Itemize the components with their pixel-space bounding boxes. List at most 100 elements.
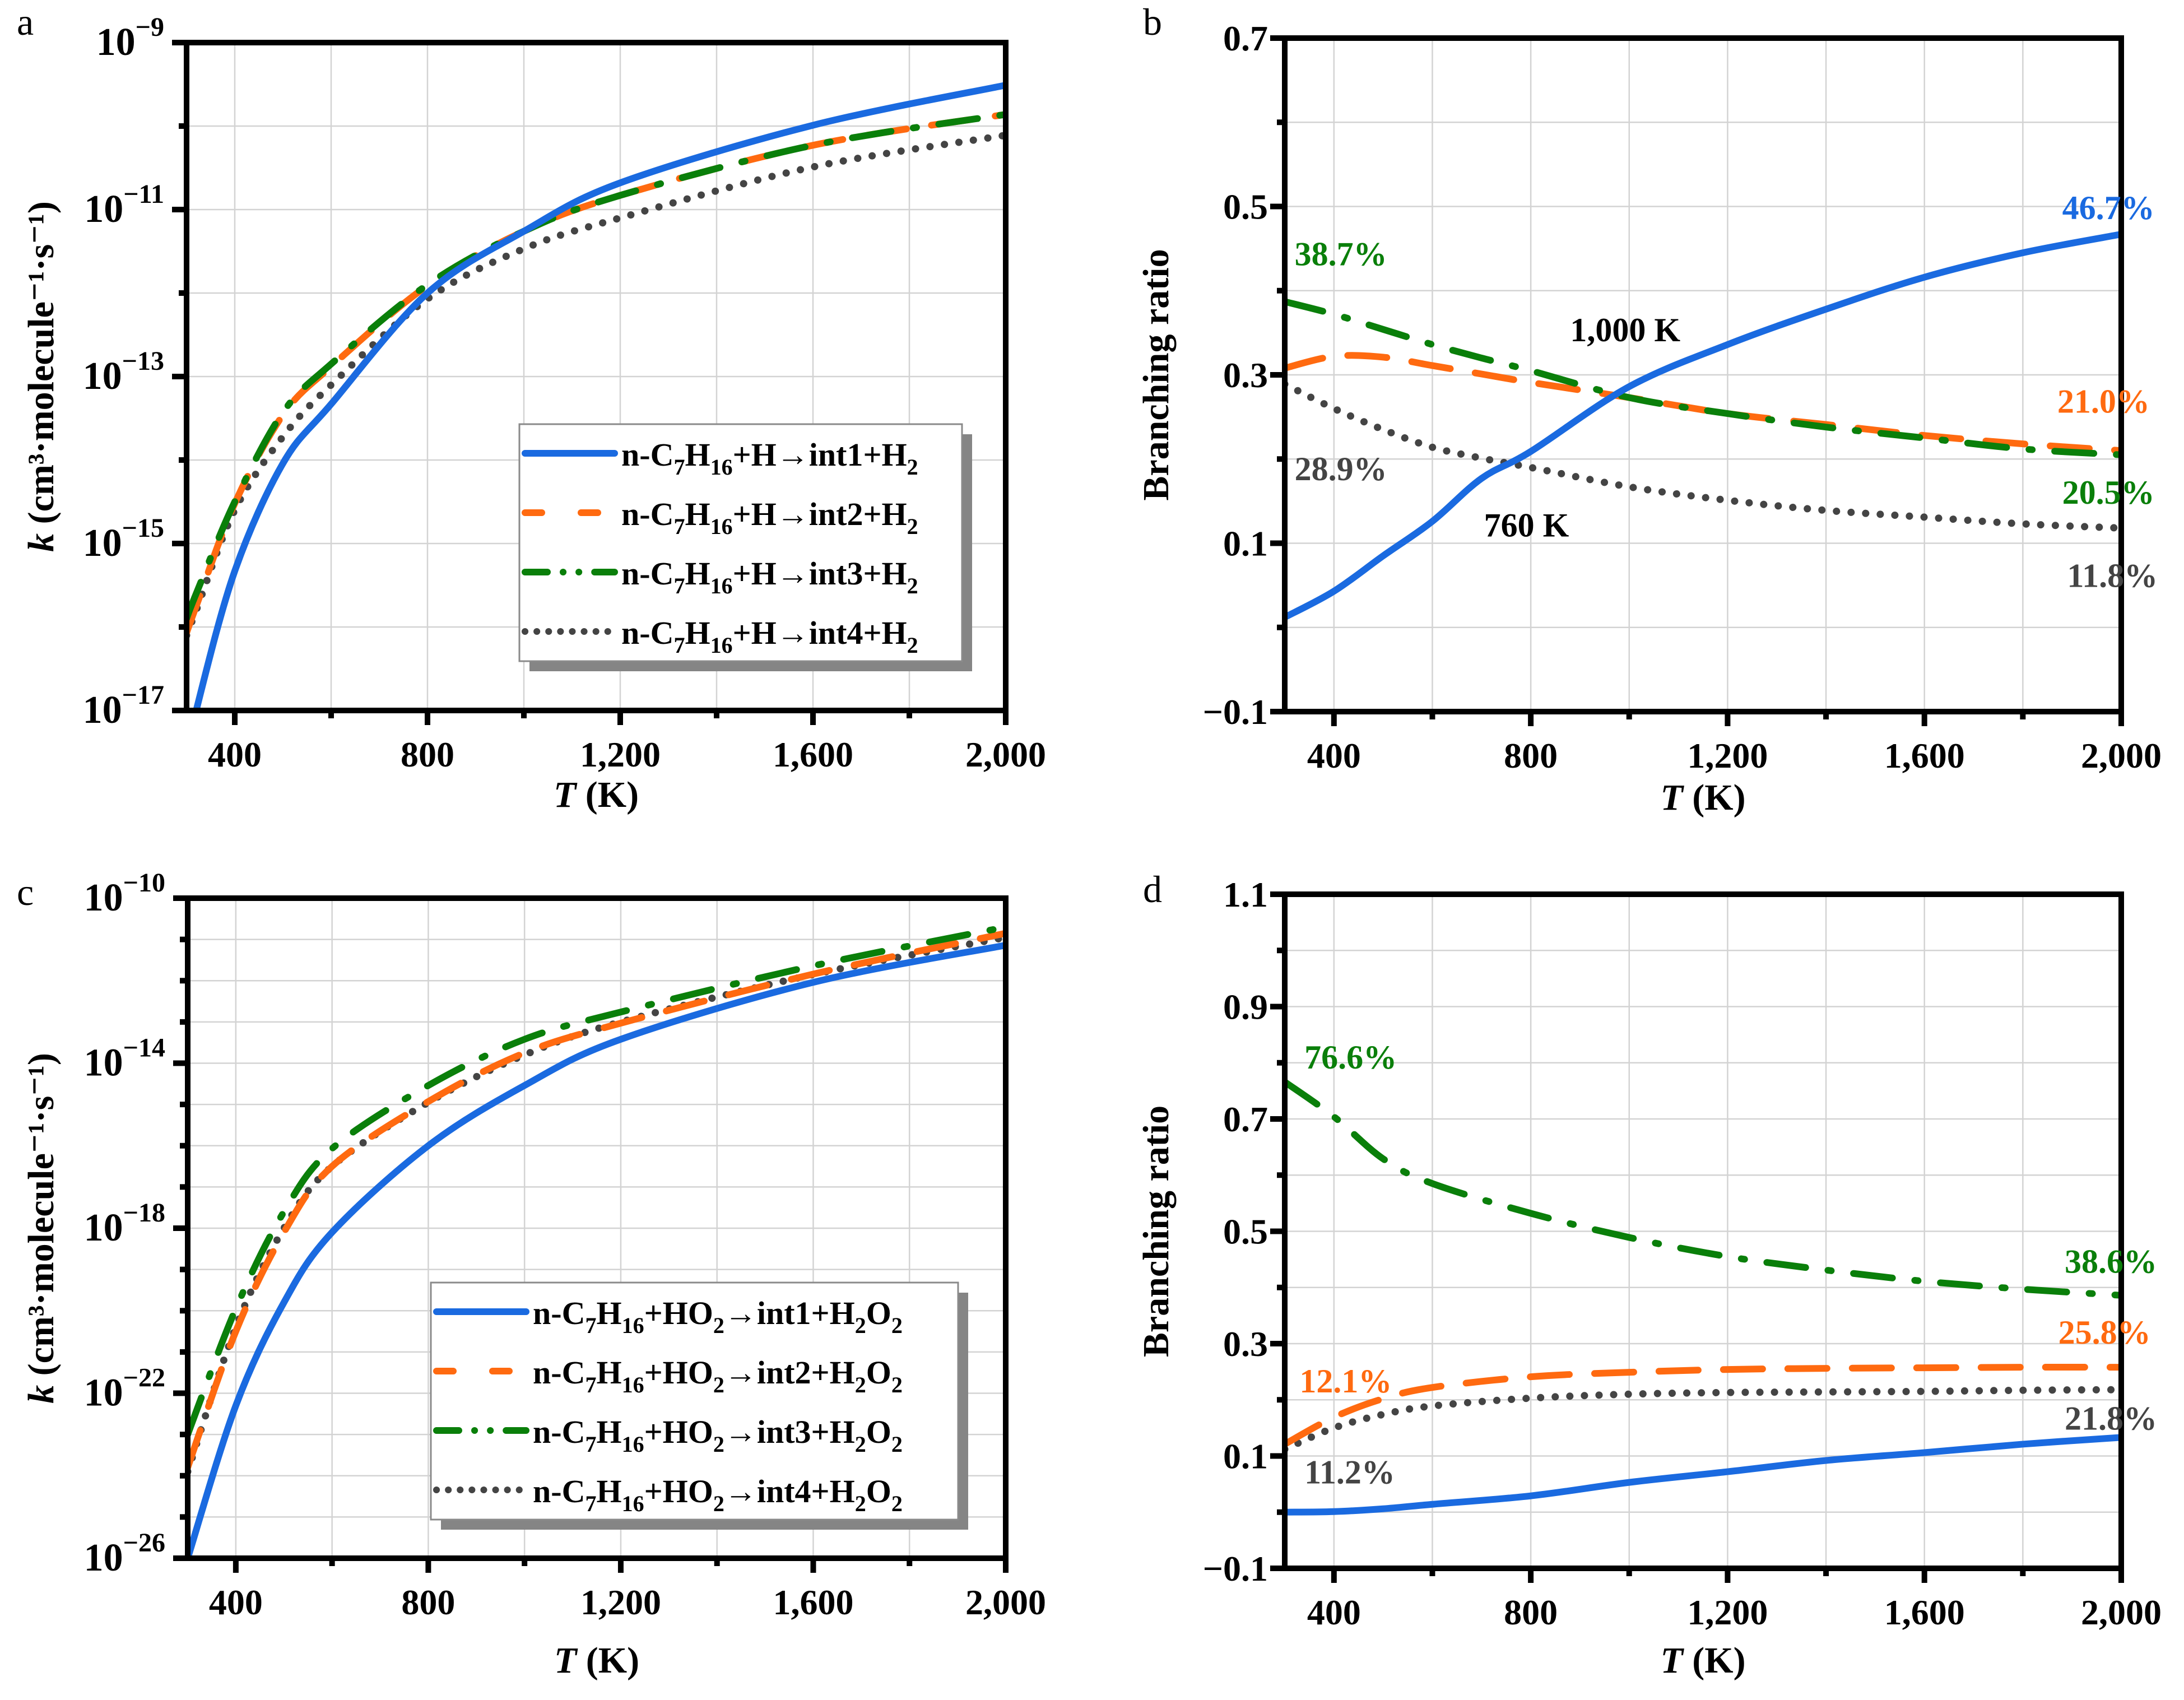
y-tick-label: 10−10 xyxy=(84,868,165,919)
legend-item-int3: n-C7H16+HO2→int3+H2O2 xyxy=(433,1414,903,1457)
annotation-label: 25.8% xyxy=(2058,1314,2151,1351)
panel-a-rate-constants-h: 400 800 1,200 1,600 2,000 10−9 10−11 10−13 10−15… xyxy=(17,1,1046,815)
grid xyxy=(1285,894,2121,1568)
annotation-label: 11.8% xyxy=(2067,558,2158,594)
annotation-label: 11.2% xyxy=(1304,1454,1395,1491)
y-tick-label: 10−15 xyxy=(83,513,164,565)
x-tick-label: 1,200 xyxy=(580,1582,661,1622)
legend-item-int1: n-C7H16+HO2→int1+H2O2 xyxy=(433,1295,903,1338)
legend-label: n-C7H16+H→int2+H2 xyxy=(621,496,918,539)
panel-c-rate-constants-ho2: 400 800 1,200 1,600 2,000 10−10 10−14 10−18 10−2… xyxy=(17,868,1046,1681)
y-tick-label: 0.1 xyxy=(1223,1437,1268,1476)
series-line-int2 xyxy=(188,930,1006,1471)
x-tick-label: 2,000 xyxy=(965,1582,1046,1622)
series-group xyxy=(1285,231,2121,621)
legend-item-int4: n-C7H16+HO2→int4+H2O2 xyxy=(433,1473,903,1516)
y-tick-label: 0.9 xyxy=(1223,987,1268,1027)
x-axis-title: T (K) xyxy=(1660,777,1745,818)
y-axis-title: Branching ratio xyxy=(1136,1106,1177,1357)
y-tick-label: 10−13 xyxy=(83,346,164,398)
x-tick-label: 1,200 xyxy=(1687,736,1768,775)
legend-item-int4: n-C7H16+H→int4+H2 xyxy=(522,615,918,658)
y-tick-label: 0.3 xyxy=(1223,1324,1268,1364)
y-axis-title: k (cm³·molecule⁻¹·s⁻¹) xyxy=(21,1053,62,1404)
annotation-label: 28.9% xyxy=(1295,450,1387,487)
x-tick-label: 800 xyxy=(1504,736,1558,775)
grid xyxy=(1285,38,2121,712)
annotation-label: 38.7% xyxy=(1295,236,1387,273)
y-axis-title: Branching ratio xyxy=(1136,249,1177,500)
y-tick-label: 0.5 xyxy=(1223,1212,1268,1252)
annotations: 76.6% 38.6% 25.8% 12.1% 21.8% 11.2% xyxy=(1299,1039,2157,1491)
series-line-int3 xyxy=(1285,1078,2121,1299)
panel-letter: c xyxy=(17,871,34,913)
x-tick-label: 400 xyxy=(1307,736,1361,775)
legend: n-C7H16+HO2→int1+H2O2 n-C7H16+HO2→int2+H2… xyxy=(430,1281,968,1530)
panel-d-branching-ratio-ho2: 400 800 1,200 1,600 2,000 1.1 0.9 0.7 0.5 0.3 0.1 −… xyxy=(1136,868,2162,1681)
series-line-int1 xyxy=(1285,231,2121,621)
series-line-int2 xyxy=(1285,1364,2121,1448)
y-tick-label: 10−14 xyxy=(84,1033,165,1085)
panel-letter: a xyxy=(17,1,34,43)
x-tick-label: 1,200 xyxy=(1687,1592,1768,1632)
y-tick-label: −0.1 xyxy=(1203,1549,1268,1588)
y-tick-label: 1.1 xyxy=(1223,875,1268,914)
y-tick-label: 10−11 xyxy=(84,179,164,231)
x-tick-label: 1,600 xyxy=(773,1582,853,1622)
y-tick-label: 10−26 xyxy=(84,1528,165,1580)
annotation-label: 20.5% xyxy=(2062,474,2155,511)
y-tick-label: 0.5 xyxy=(1223,187,1268,227)
annotation-label: 76.6% xyxy=(1304,1039,1397,1076)
series-line-int1 xyxy=(193,81,1006,710)
series-line-int3 xyxy=(187,111,1006,623)
series-group xyxy=(1285,1078,2121,1516)
annotation-label: 38.6% xyxy=(2065,1243,2157,1280)
panel-b-branching-ratio-h: 400 800 1,200 1,600 2,000 0.7 0.5 0.3 0.1 −0.1 T (… xyxy=(1136,1,2162,818)
series-group xyxy=(187,81,1006,710)
x-tick-label: 2,000 xyxy=(965,735,1046,774)
y-tick-label: 0.3 xyxy=(1223,355,1268,395)
y-tick-label: 10−22 xyxy=(84,1363,165,1415)
panel-letter: d xyxy=(1143,868,1162,911)
y-tick-label: 10−9 xyxy=(96,12,164,64)
legend: n-C7H16+H→int1+H2 n-C7H16+H→int2+H2 n-C7H1… xyxy=(518,423,972,671)
legend-label: n-C7H16+HO2→int1+H2O2 xyxy=(533,1295,903,1338)
y-tick-label: 0.7 xyxy=(1223,18,1268,58)
x-tick-label: 1,600 xyxy=(1884,736,1965,775)
legend-item-int2: n-C7H16+HO2→int2+H2O2 xyxy=(433,1354,903,1397)
annotation-label: 46.7% xyxy=(2062,189,2155,226)
annotation-label: 760 K xyxy=(1484,507,1569,544)
annotations: 46.7% 38.7% 1,000 K 21.0% 28.9% 20.5% 760 K 11.… xyxy=(1295,189,2158,594)
x-axis-title: T (K) xyxy=(554,774,639,815)
annotation-label: 1,000 K xyxy=(1570,312,1680,349)
x-axis-title: T (K) xyxy=(1660,1640,1745,1681)
series-line-int1 xyxy=(188,941,1006,1558)
legend-item-int1: n-C7H16+H→int1+H2 xyxy=(522,436,918,480)
x-tick-label: 1,600 xyxy=(773,735,853,774)
series-line-int4 xyxy=(1285,380,2121,532)
legend-item-int3: n-C7H16+H→int3+H2 xyxy=(522,555,918,598)
x-tick-label: 400 xyxy=(209,1582,263,1622)
x-axis-title: T (K) xyxy=(554,1640,639,1681)
y-tick-label: 0.7 xyxy=(1223,1099,1268,1139)
annotation-label: 21.8% xyxy=(2065,1400,2157,1437)
y-tick-label: 10−17 xyxy=(83,680,164,732)
series-line-int4 xyxy=(1285,1386,2121,1453)
x-tick-label: 800 xyxy=(401,735,454,774)
x-tick-label: 1,200 xyxy=(580,735,661,774)
legend-label: n-C7H16+H→int4+H2 xyxy=(621,615,918,658)
legend-label: n-C7H16+H→int3+H2 xyxy=(621,555,918,598)
legend-box xyxy=(518,423,963,662)
x-tick-label: 1,600 xyxy=(1884,1592,1965,1632)
legend-label: n-C7H16+HO2→int4+H2O2 xyxy=(533,1473,903,1516)
legend-label: n-C7H16+HO2→int2+H2O2 xyxy=(533,1354,903,1397)
series-group xyxy=(188,923,1006,1558)
y-tick-label: −0.1 xyxy=(1203,692,1268,732)
series-line-int3 xyxy=(188,923,1006,1438)
series-line-int2 xyxy=(1285,352,2121,454)
x-tick-label: 800 xyxy=(401,1582,455,1622)
x-tick-label: 400 xyxy=(1307,1592,1361,1632)
y-tick-label: 10−18 xyxy=(84,1198,165,1250)
annotation-label: 21.0% xyxy=(2057,383,2150,420)
